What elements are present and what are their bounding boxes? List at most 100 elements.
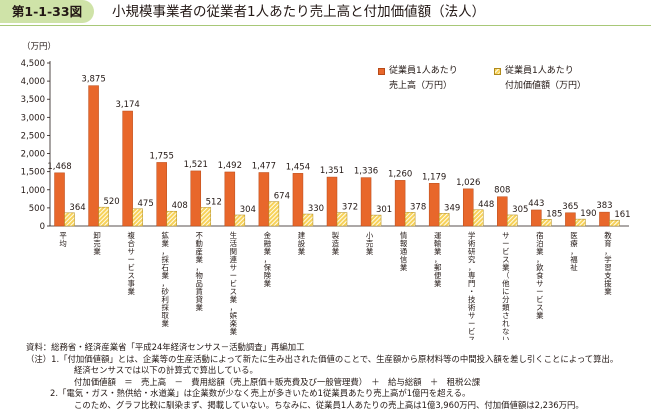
bar-sales	[462, 188, 474, 227]
value-label-value-added: 475	[138, 199, 154, 209]
legend-label-va-line2: 付加価値額（万円）	[505, 81, 587, 91]
y-tick-label: 1,500	[21, 168, 45, 178]
bar-sales	[531, 209, 542, 227]
bars	[54, 85, 620, 227]
value-label-value-added: 330	[308, 204, 324, 214]
bar-value-added	[302, 213, 314, 227]
legend-swatch-sales	[378, 68, 385, 75]
value-label-value-added: 185	[546, 209, 562, 219]
value-label-value-added: 304	[240, 205, 256, 215]
bar-sales	[224, 171, 236, 227]
x-tick-label: 小売業	[366, 231, 374, 256]
bar-value-added	[336, 212, 348, 227]
x-tick-label: 宿泊業，飲食サービス業	[536, 231, 544, 320]
value-label-value-added: 190	[580, 209, 596, 219]
figure-header: 第1-1-33図 小規模事業者の従業者1人あたり売上高と付加価値額（法人）	[0, 0, 651, 26]
value-label-value-added: 378	[410, 202, 426, 212]
y-tick-label: 4,000	[21, 77, 45, 87]
value-label-sales: 1,521	[184, 160, 208, 170]
value-label-sales: 808	[494, 186, 510, 196]
y-tick-label: 500	[29, 204, 45, 214]
value-label-value-added: 301	[376, 205, 392, 215]
value-label-value-added: 674	[274, 192, 290, 202]
x-tick-label: 平均	[59, 231, 66, 248]
x-tick-label: サービス業（他に分類されないもの）	[502, 231, 510, 340]
x-tick-label: 教育，学習支援業	[604, 231, 612, 296]
y-tick-label: 1,000	[21, 186, 45, 196]
figure-title: 小規模事業者の従業者1人あたり売上高と付加価値額（法人）	[112, 4, 486, 20]
x-tick-label: 製造業	[332, 231, 340, 256]
y-tick-label: 0	[40, 222, 45, 232]
bar-sales	[497, 196, 508, 227]
value-label-sales: 1,260	[388, 169, 412, 179]
bar-sales	[565, 212, 576, 227]
value-label-sales: 1,755	[150, 151, 174, 161]
x-tick-label: 医療，福祉	[570, 231, 578, 272]
legend-label-sales-line1: 従業員1人あたり	[389, 66, 458, 76]
bar-value-added	[132, 208, 143, 227]
legend-label-sales-line2: 売上高（万円）	[389, 81, 453, 91]
value-label-value-added: 305	[512, 205, 528, 215]
bar-value-added	[166, 210, 177, 227]
x-tick-label: 学術研究，専門・技術サービス業	[468, 231, 476, 340]
header-divider	[0, 25, 651, 26]
value-label-sales: 1,468	[47, 162, 71, 172]
legend-swatch-value-added	[494, 68, 501, 75]
value-label-value-added: 520	[103, 197, 119, 207]
value-label-sales: 1,454	[286, 162, 310, 172]
bar-sales	[326, 176, 338, 227]
value-label-sales: 3,875	[81, 75, 105, 85]
footnotes: 資料：総務省・経済産業省「平成24年経済センサス－活動調査」再編加工 （注）1.…	[26, 342, 618, 412]
figure-number: 第1-1-33図	[0, 0, 94, 23]
bar-sales	[599, 211, 610, 227]
value-label-value-added: 408	[172, 201, 188, 211]
value-label-value-added: 512	[206, 197, 222, 207]
value-label-sales: 1,179	[422, 172, 446, 182]
value-label-sales: 365	[562, 202, 578, 212]
note-1-line2: 経済センサスでは以下の計算式で算出している。	[74, 365, 258, 376]
bar-chart: （万円） 0 500 1,000 1,500 2,000 2,500 3,000 3,500 4…	[21, 41, 631, 340]
y-tick-label: 3,000	[21, 113, 45, 123]
value-label-sales: 1,336	[354, 167, 378, 177]
value-label-value-added: 448	[478, 200, 494, 210]
bar-sales	[88, 85, 99, 227]
x-tick-label: 鉱業，採石業，砂利採取業	[162, 231, 170, 328]
value-label-value-added: 349	[444, 203, 460, 213]
bar-sales	[156, 162, 167, 227]
value-label-sales: 1,026	[456, 178, 480, 188]
value-label-sales: 1,477	[252, 161, 276, 171]
bar-value-added	[472, 209, 484, 227]
note-2-line2: このため、グラフ比較に馴染まず、掲載していない。ちなみに、従業員1人あたりの売上…	[74, 399, 584, 410]
value-label-value-added: 372	[342, 203, 358, 213]
value-label-sales: 383	[596, 201, 612, 211]
value-label-sales: 1,351	[320, 166, 344, 176]
x-tick-label: 不動産業，物品賃貸業	[196, 231, 204, 312]
bar-value-added	[404, 212, 416, 227]
note-2: 2.「電気・ガス・熱供給・水道業」は企業数が少なく売上が多きいため1従業員あたり…	[50, 388, 471, 399]
y-tick-label: 2,000	[21, 150, 45, 160]
bar-value-added	[575, 218, 586, 227]
x-tick-label: 複合サービス事業	[127, 231, 135, 296]
value-labels: 1,468 364 3,875 520 3,174 475 1,755 408 1,521 512…	[47, 75, 630, 221]
value-label-sales: 443	[528, 199, 544, 209]
bar-value-added	[200, 207, 212, 227]
x-axis-category-labels: 平均 卸売業 複合サービス事業 鉱業，採石業，砂利採取業 不動産業，物品賃貸業 生活関連サ…	[59, 231, 612, 340]
y-tick-label: 2,500	[21, 131, 45, 141]
bar-value-added	[507, 214, 518, 227]
y-axis-unit-label: （万円）	[22, 41, 56, 52]
bar-sales	[292, 173, 304, 227]
bar-sales	[360, 177, 372, 227]
x-tick-label: 金融業，保険業	[264, 231, 272, 288]
bar-value-added	[438, 213, 450, 227]
value-label-sales: 3,174	[115, 100, 139, 110]
bar-value-added	[370, 214, 382, 227]
x-tick-label: 建設業	[298, 231, 306, 256]
x-tick-label: 情報通信業	[400, 231, 408, 272]
bar-value-added	[541, 219, 552, 227]
value-label-sales: 1,492	[218, 161, 242, 171]
value-label-value-added: 364	[69, 203, 85, 213]
y-tick-label: 4,500	[21, 59, 45, 69]
legend-label-va-line1: 従業員1人あたり	[505, 66, 574, 76]
value-label-value-added: 161	[614, 210, 630, 220]
note-1-formula: 付加価値額 ＝ 売上高 － 費用総額（売上原価＋販売費及び一般管理費） ＋ 給与…	[74, 376, 481, 387]
